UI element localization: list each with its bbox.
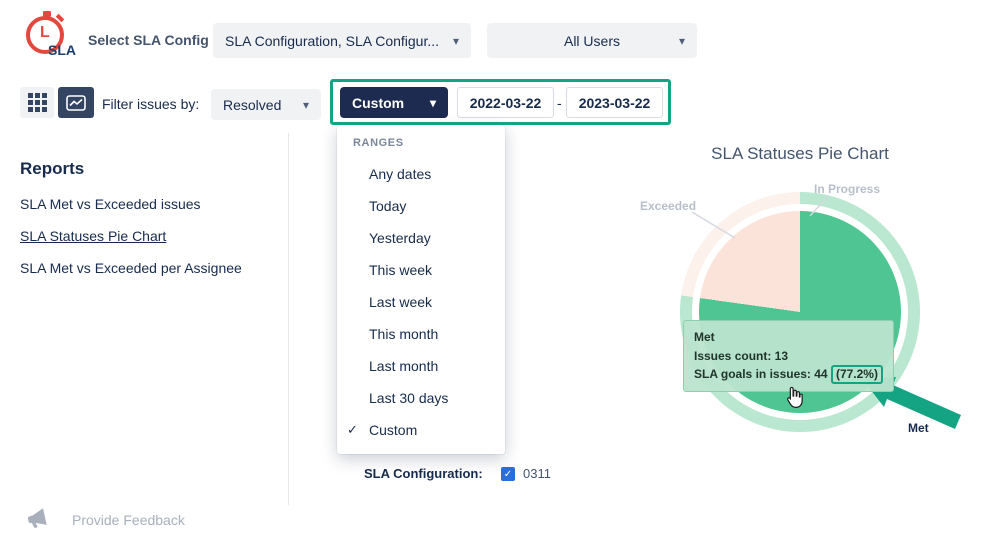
percent-highlight: (77.2%) bbox=[830, 365, 883, 384]
in-progress-label: In Progress bbox=[814, 182, 881, 196]
tooltip-sla-goals-text: SLA goals in issues: 44 bbox=[694, 367, 828, 382]
sla-config-checkbox[interactable]: ✓ bbox=[501, 467, 515, 481]
menu-item-label: Last week bbox=[369, 294, 433, 310]
date-from-input[interactable]: 2022-03-22 bbox=[457, 87, 554, 118]
tooltip-sla-goals: SLA goals in issues: 44 (77.2%) bbox=[694, 365, 883, 384]
tooltip-title: Met bbox=[694, 330, 715, 344]
label-leader-lines bbox=[691, 195, 829, 239]
exceeded-label: Exceeded bbox=[640, 199, 697, 213]
date-range-dropdown[interactable]: Custom ▾ bbox=[340, 87, 448, 118]
users-dropdown[interactable]: All Users ▾ bbox=[487, 23, 697, 58]
sidebar-item-statuses-pie-chart[interactable]: SLA Statuses Pie Chart bbox=[20, 228, 167, 244]
menu-item-today[interactable]: Today bbox=[337, 190, 505, 222]
menu-item-last-30-days[interactable]: Last 30 days bbox=[337, 382, 505, 414]
chevron-down-icon: ▾ bbox=[302, 97, 309, 112]
logo-text: SLA bbox=[48, 42, 76, 58]
menu-item-any-dates[interactable]: Any dates bbox=[337, 158, 505, 190]
grid-icon bbox=[27, 93, 47, 112]
chevron-down-icon: ▾ bbox=[429, 95, 436, 110]
date-range-separator: - bbox=[557, 95, 562, 111]
menu-item-custom[interactable]: ✓ Custom bbox=[337, 414, 505, 446]
reports-heading: Reports bbox=[20, 159, 85, 178]
sidebar-item-met-vs-exceeded-assignee[interactable]: SLA Met vs Exceeded per Assignee bbox=[20, 260, 242, 276]
sla-configuration-label: SLA Configuration: bbox=[364, 466, 483, 481]
met-label: Met bbox=[908, 421, 929, 435]
menu-item-label: Today bbox=[369, 198, 407, 214]
hand-cursor-icon bbox=[787, 386, 803, 408]
menu-header: RANGES bbox=[353, 137, 404, 149]
menu-item-label: Last month bbox=[369, 358, 439, 374]
menu-item-label: Custom bbox=[369, 422, 418, 438]
pie-tooltip: Met Issues count: 13 SLA goals in issues… bbox=[683, 320, 894, 392]
sla-config-dropdown[interactable]: SLA Configuration, SLA Configur... ▾ bbox=[213, 23, 471, 58]
stopwatch-nub bbox=[55, 13, 65, 23]
users-dropdown-value: All Users bbox=[563, 32, 620, 49]
menu-item-this-week[interactable]: This week bbox=[337, 254, 505, 286]
date-range-value: Custom bbox=[352, 94, 405, 111]
check-icon: ✓ bbox=[347, 422, 358, 437]
menu-item-last-week[interactable]: Last week bbox=[337, 286, 505, 318]
check-icon: ✓ bbox=[503, 468, 513, 480]
menu-item-label: This week bbox=[369, 262, 433, 278]
megaphone-icon bbox=[27, 508, 47, 528]
menu-item-label: This month bbox=[369, 326, 439, 342]
menu-item-label: Any dates bbox=[369, 166, 432, 182]
vertical-divider bbox=[288, 133, 289, 505]
filter-issues-label: Filter issues by: bbox=[102, 96, 200, 112]
sla-config-value: 0311 bbox=[523, 466, 551, 481]
stopwatch-crown bbox=[43, 11, 51, 17]
menu-item-label: Yesterday bbox=[369, 230, 431, 246]
menu-item-last-month[interactable]: Last month bbox=[337, 350, 505, 382]
sla-config-dropdown-value: SLA Configuration, SLA Configur... bbox=[225, 32, 440, 49]
menu-item-label: Last 30 days bbox=[369, 390, 449, 406]
date-range-menu: RANGES Any dates Today Yesterday This we… bbox=[337, 125, 505, 454]
status-filter-value: Resolved bbox=[223, 96, 282, 113]
date-to-input[interactable]: 2023-03-22 bbox=[566, 87, 663, 118]
chart-title: SLA Statuses Pie Chart bbox=[711, 144, 889, 163]
select-config-label: Select SLA Config bbox=[88, 32, 209, 48]
menu-item-this-month[interactable]: This month bbox=[337, 318, 505, 350]
grid-view-button[interactable] bbox=[20, 87, 54, 118]
tooltip-issues-count: Issues count: 13 bbox=[694, 348, 789, 363]
chevron-down-icon: ▾ bbox=[678, 33, 685, 48]
logo-letter: L bbox=[40, 24, 50, 41]
stopwatch-icon: L bbox=[26, 11, 65, 54]
status-filter-dropdown[interactable]: Resolved ▾ bbox=[211, 89, 321, 120]
chart-view-button[interactable] bbox=[58, 87, 94, 118]
line-chart-icon bbox=[66, 94, 86, 111]
provide-feedback-link[interactable]: Provide Feedback bbox=[72, 512, 185, 528]
chevron-down-icon: ▾ bbox=[452, 33, 459, 48]
sidebar-item-met-vs-exceeded[interactable]: SLA Met vs Exceeded issues bbox=[20, 196, 201, 212]
menu-item-yesterday[interactable]: Yesterday bbox=[337, 222, 505, 254]
